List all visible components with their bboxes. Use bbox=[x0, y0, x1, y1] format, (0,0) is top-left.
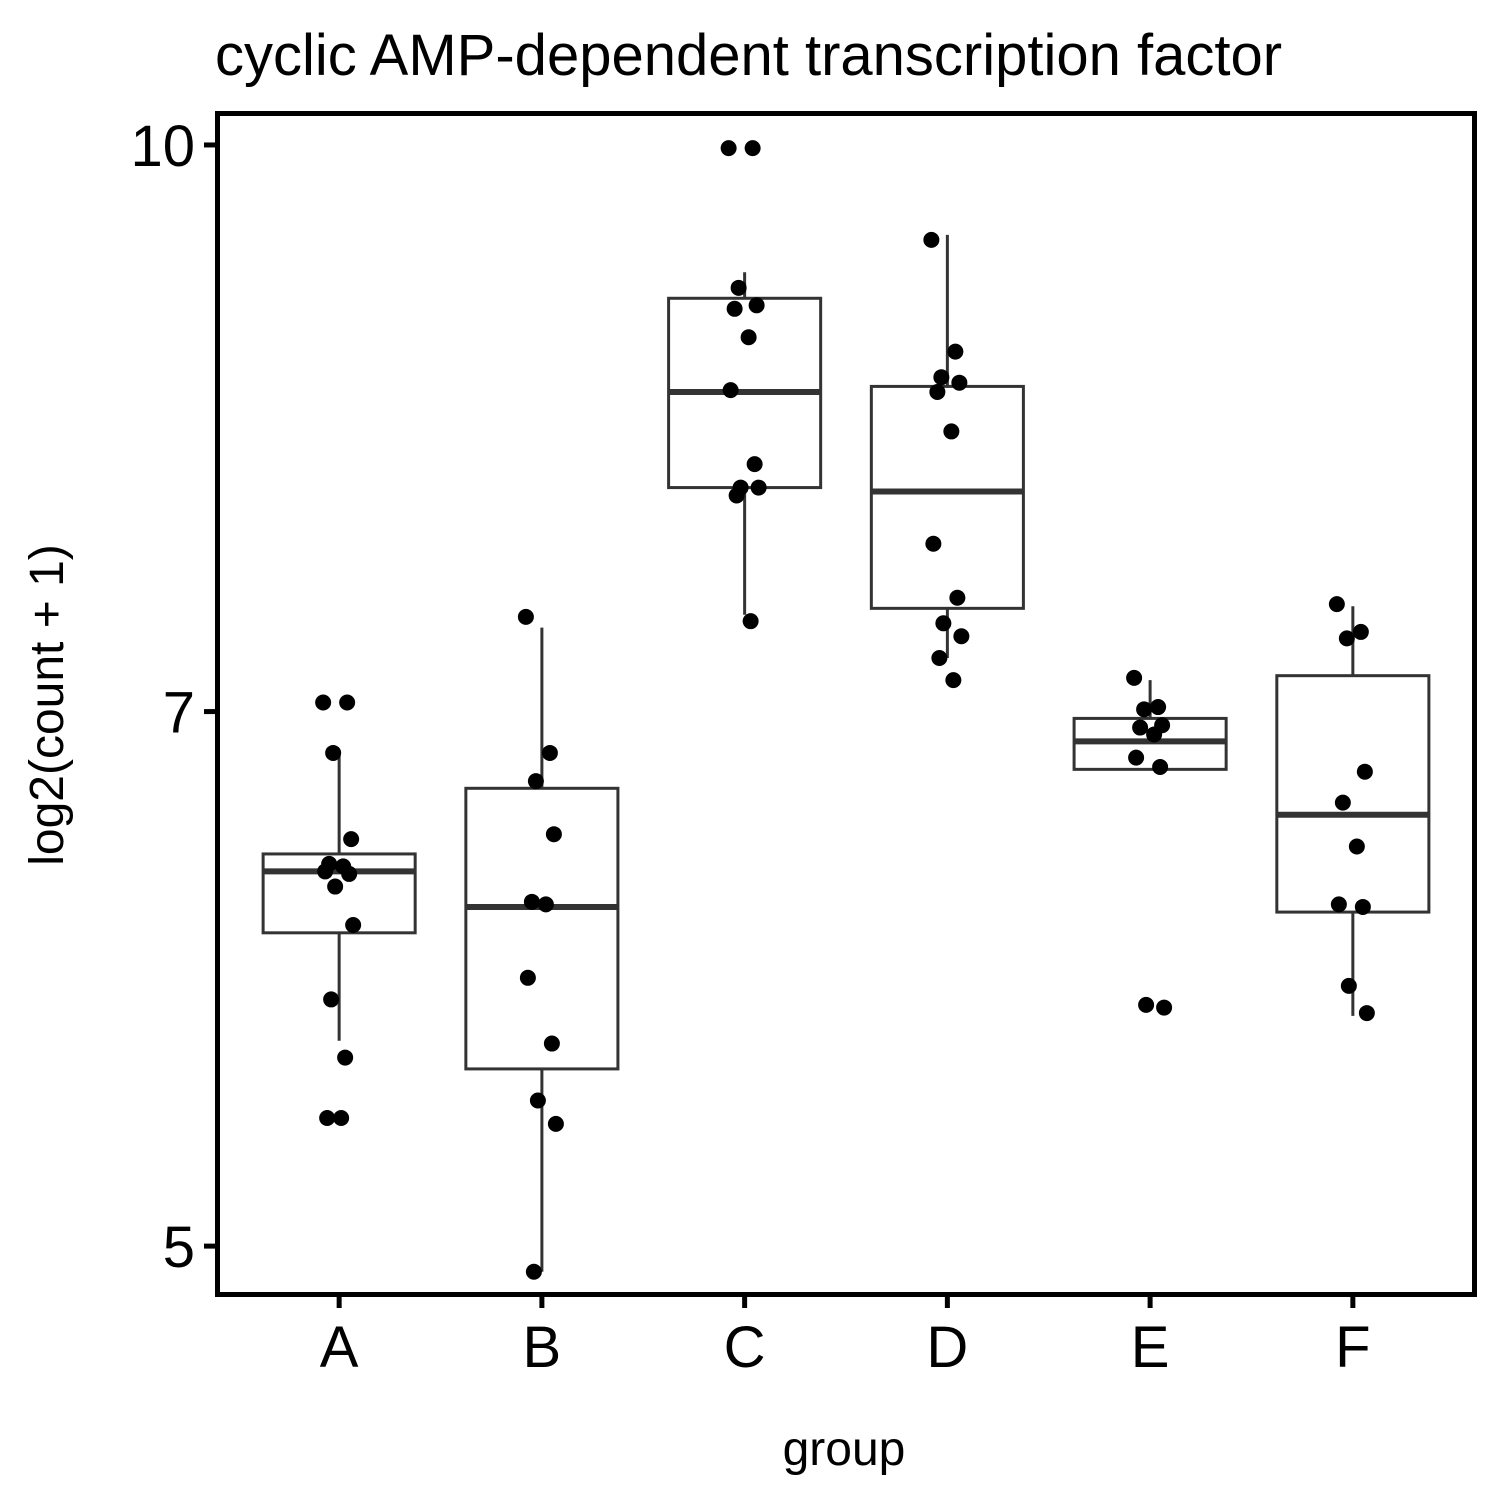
data-point bbox=[728, 487, 745, 504]
y-tick-label: 5 bbox=[163, 1215, 195, 1280]
data-point bbox=[1352, 623, 1369, 640]
data-point bbox=[1340, 977, 1357, 994]
data-point bbox=[1126, 669, 1143, 686]
data-point bbox=[315, 694, 332, 711]
data-point bbox=[341, 865, 358, 882]
data-point bbox=[943, 423, 960, 440]
data-point bbox=[722, 382, 739, 399]
data-point bbox=[953, 628, 970, 645]
x-tick-label: C bbox=[724, 1315, 766, 1380]
axes: 5 7 10 A B C D E F bbox=[130, 114, 1370, 1380]
data-point bbox=[1348, 838, 1365, 855]
data-point bbox=[746, 456, 763, 473]
data-point bbox=[923, 231, 940, 248]
data-point bbox=[537, 896, 554, 913]
data-point bbox=[1152, 759, 1169, 776]
data-point bbox=[1128, 749, 1145, 766]
x-tick-label: A bbox=[320, 1315, 359, 1380]
x-tick-label: B bbox=[523, 1315, 562, 1380]
points-group-e bbox=[1126, 669, 1173, 1016]
data-point bbox=[947, 343, 964, 360]
box-iqr bbox=[869, 384, 1025, 610]
data-point bbox=[1146, 726, 1163, 743]
y-tick-label: 7 bbox=[163, 681, 195, 746]
box-group-f bbox=[1275, 606, 1431, 1016]
data-point bbox=[1156, 999, 1173, 1016]
data-point bbox=[933, 369, 950, 386]
data-point bbox=[519, 969, 536, 986]
plot-area bbox=[261, 140, 1431, 1280]
data-point bbox=[325, 744, 342, 761]
y-axis-title: log2(count + 1) bbox=[21, 544, 74, 866]
data-point bbox=[742, 613, 759, 630]
data-point bbox=[720, 140, 737, 157]
data-point bbox=[317, 863, 334, 880]
data-point bbox=[339, 694, 356, 711]
x-tick-label: E bbox=[1131, 1315, 1170, 1380]
data-point bbox=[1132, 719, 1149, 736]
data-point bbox=[1338, 630, 1355, 647]
data-point bbox=[945, 672, 962, 689]
data-point bbox=[323, 991, 340, 1008]
data-point bbox=[1354, 898, 1371, 915]
data-point bbox=[527, 773, 544, 790]
data-point bbox=[517, 608, 534, 625]
data-point bbox=[525, 1263, 542, 1280]
x-axis-title: group bbox=[783, 1423, 906, 1476]
data-point bbox=[327, 878, 344, 895]
data-point bbox=[740, 329, 757, 346]
data-point bbox=[343, 831, 360, 848]
data-point bbox=[730, 279, 747, 296]
x-tick-label: F bbox=[1335, 1315, 1370, 1380]
data-point bbox=[1330, 896, 1347, 913]
data-point bbox=[929, 383, 946, 400]
points-group-a bbox=[315, 694, 362, 1126]
data-point bbox=[529, 1092, 546, 1109]
plot-frame bbox=[215, 111, 1477, 1297]
data-point bbox=[925, 535, 942, 552]
data-point bbox=[345, 917, 362, 934]
data-point bbox=[543, 1035, 560, 1052]
points-group-c bbox=[720, 140, 767, 630]
box-group-a bbox=[261, 750, 417, 1041]
data-point bbox=[1356, 763, 1373, 780]
data-point bbox=[748, 297, 765, 314]
data-point bbox=[1150, 699, 1167, 716]
box-group-d bbox=[869, 234, 1025, 659]
data-point bbox=[523, 893, 540, 910]
points-group-b bbox=[517, 608, 564, 1280]
data-point bbox=[744, 140, 761, 157]
box-iqr bbox=[1275, 674, 1431, 914]
x-tick-label: D bbox=[926, 1315, 968, 1380]
box-group-e bbox=[1072, 680, 1228, 771]
data-point bbox=[951, 374, 968, 391]
data-point bbox=[931, 650, 948, 667]
points-group-d bbox=[923, 231, 970, 689]
box-group-b bbox=[464, 627, 620, 1272]
points-group-f bbox=[1328, 596, 1375, 1022]
box-iqr bbox=[464, 786, 620, 1071]
data-point bbox=[1136, 701, 1153, 718]
y-tick-label: 10 bbox=[130, 114, 195, 179]
data-point bbox=[726, 300, 743, 317]
data-point bbox=[547, 1115, 564, 1132]
box-group-c bbox=[667, 272, 823, 615]
data-point bbox=[1358, 1005, 1375, 1022]
data-point bbox=[1328, 596, 1345, 613]
data-point bbox=[333, 1109, 350, 1126]
data-point bbox=[1138, 996, 1155, 1013]
data-point bbox=[545, 826, 562, 843]
chart-title: cyclic AMP-dependent transcription facto… bbox=[215, 23, 1282, 88]
data-point bbox=[337, 1049, 354, 1066]
data-point bbox=[935, 615, 952, 632]
data-point bbox=[1334, 794, 1351, 811]
data-point bbox=[750, 479, 767, 496]
data-point bbox=[541, 744, 558, 761]
data-point bbox=[949, 589, 966, 606]
data-point bbox=[319, 1109, 336, 1126]
